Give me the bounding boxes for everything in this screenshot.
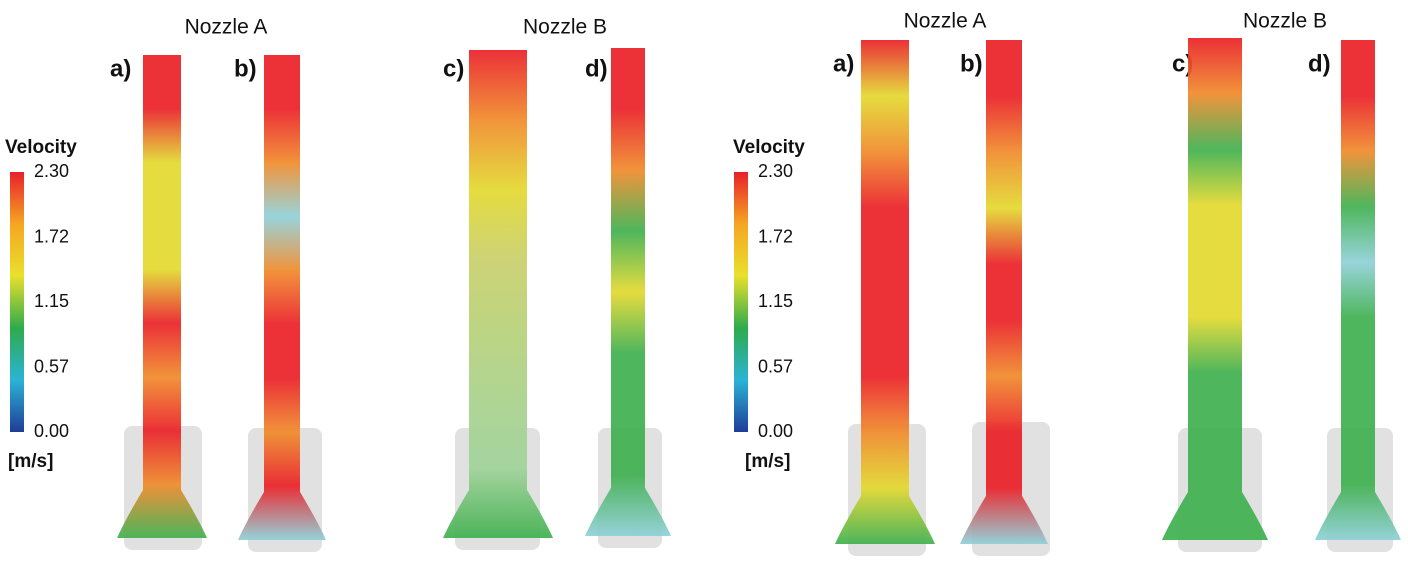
nozzle: [1162, 38, 1268, 552]
nozzle-flow: [443, 50, 553, 538]
nozzle: [835, 40, 935, 556]
subfig-label: d): [1308, 50, 1331, 77]
colorbar: [10, 172, 24, 432]
nozzle: [960, 40, 1050, 556]
nozzle: [117, 55, 207, 550]
group-title: Nozzle B: [523, 16, 607, 39]
colorbar-tick-label: 0.00: [758, 421, 793, 441]
nozzle-flow: [117, 55, 207, 538]
nozzle-flow: [1315, 40, 1401, 540]
colorbar-unit: [m/s]: [8, 451, 53, 472]
nozzle: [238, 55, 326, 552]
subfig-label: c): [443, 55, 464, 82]
colorbar-tick-label: 1.15: [758, 291, 793, 311]
subfig-label: d): [585, 55, 608, 82]
nozzle: [1315, 40, 1401, 552]
subfig-label: a): [833, 50, 854, 77]
colorbar-tick-label: 1.72: [758, 226, 793, 246]
colorbar-tick-label: 1.72: [34, 226, 69, 246]
panel-left: Velocity [m/s] Nozzle A Nozzle B a) b) c…: [5, 16, 608, 472]
panel-right: Velocity [m/s] Nozzle A Nozzle B a) b) c…: [733, 10, 1331, 472]
colorbar-title: Velocity: [5, 137, 77, 158]
subfig-label: a): [110, 55, 131, 82]
colorbar-tick-label: 2.30: [34, 161, 69, 181]
colorbar-tick-label: 2.30: [758, 161, 793, 181]
nozzle-flow: [960, 40, 1048, 544]
colorbar-title: Velocity: [733, 137, 805, 158]
colorbar-tick-label: 0.57: [758, 356, 793, 376]
nozzle-flow: [585, 48, 671, 536]
nozzle: [443, 50, 553, 550]
colorbar: [734, 172, 748, 432]
colorbar-tick-label: 0.00: [34, 421, 69, 441]
group-title: Nozzle A: [904, 10, 987, 33]
colorbar-tick-label: 0.57: [34, 356, 69, 376]
nozzle-flow: [238, 55, 326, 540]
colorbar-unit: [m/s]: [745, 451, 790, 472]
colorbar-tick-label: 1.15: [34, 291, 69, 311]
nozzle: [585, 48, 671, 548]
subfig-label: b): [234, 55, 257, 82]
nozzle-flow: [835, 40, 935, 544]
subfig-label: b): [960, 50, 983, 77]
nozzle-flow: [1162, 38, 1268, 540]
group-title: Nozzle A: [185, 16, 268, 39]
group-title: Nozzle B: [1243, 10, 1327, 33]
